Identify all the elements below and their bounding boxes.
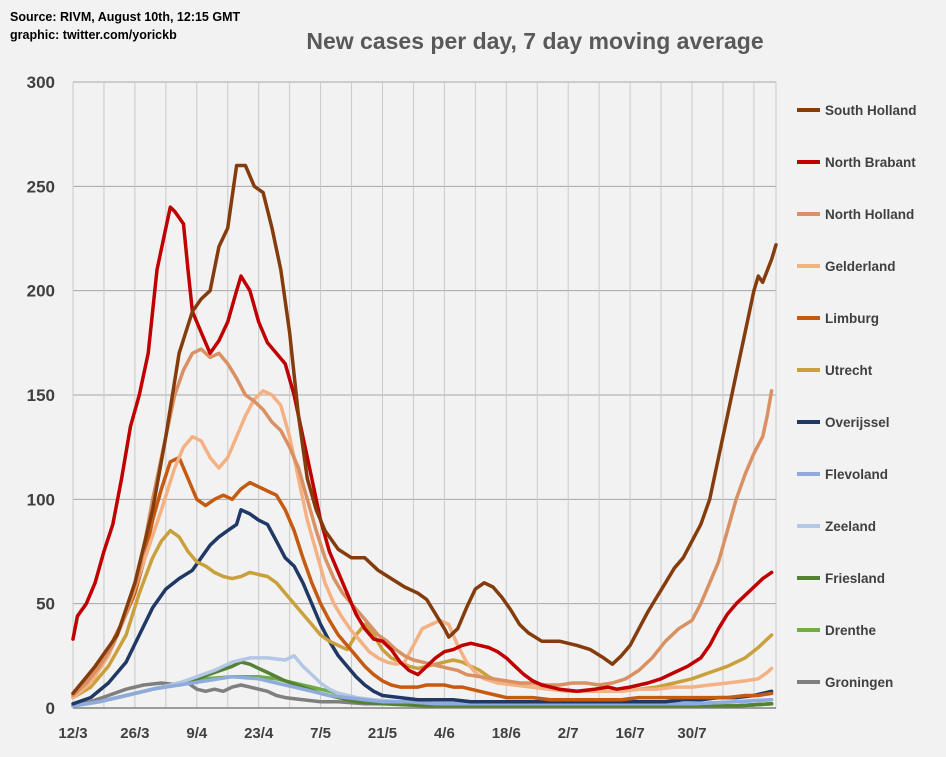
series-line-gelderland	[71, 389, 774, 700]
y-tick-label: 0	[46, 699, 55, 718]
series-line-south-holland	[71, 163, 778, 696]
legend-label: Friesland	[825, 571, 885, 586]
source-note: Source: RIVM, August 10th, 12:15 GMT gra…	[10, 8, 240, 44]
graphic-credit-line: graphic: twitter.com/yorickb	[10, 28, 177, 42]
series-line-limburg	[71, 455, 774, 702]
x-tick-label: 18/6	[492, 725, 521, 742]
x-tick-label: 7/5	[310, 725, 331, 742]
y-tick-label: 150	[27, 386, 55, 405]
series-line-north-holland	[71, 347, 774, 698]
x-axis-ticks: 12/3 26/3 9/4 23/4 7/5 21/5 4/6 18/6 2/7 16/7 30/7	[58, 725, 706, 742]
y-tick-label: 200	[27, 282, 55, 301]
legend-label: Gelderland	[825, 259, 896, 274]
legend-label: North Holland	[825, 207, 914, 222]
legend-label: South Holland	[825, 103, 917, 118]
x-tick-label: 30/7	[677, 725, 706, 742]
legend-label: Limburg	[825, 311, 879, 326]
legend-label: North Brabant	[825, 155, 916, 170]
legend: South Holland North Brabant North Holland G…	[797, 103, 917, 690]
y-tick-label: 250	[27, 177, 55, 196]
chart-title: New cases per day, 7 day moving average	[306, 28, 764, 54]
x-tick-label: 16/7	[615, 725, 644, 742]
gridlines	[72, 81, 777, 709]
y-tick-label: 100	[27, 490, 55, 509]
y-tick-label: 300	[27, 73, 55, 92]
y-axis-ticks: 0 50 100 150 200 250 300	[27, 73, 55, 718]
legend-label: Overijssel	[825, 415, 890, 430]
x-tick-label: 4/6	[434, 725, 455, 742]
series-line-flevoland	[71, 674, 774, 708]
legend-label: Flevoland	[825, 467, 888, 482]
x-tick-label: 26/3	[120, 725, 149, 742]
legend-label: Zeeland	[825, 519, 876, 534]
legend-label: Utrecht	[825, 363, 873, 378]
legend-label: Groningen	[825, 675, 893, 690]
series-line-north-brabant	[71, 205, 774, 694]
series-lines	[71, 163, 778, 708]
x-tick-label: 9/4	[186, 725, 208, 742]
x-tick-label: 23/4	[244, 725, 274, 742]
x-tick-label: 12/3	[58, 725, 87, 742]
y-tick-label: 50	[36, 595, 55, 614]
x-tick-label: 21/5	[368, 725, 397, 742]
source-line: Source: RIVM, August 10th, 12:15 GMT	[10, 10, 241, 24]
x-tick-label: 2/7	[558, 725, 579, 742]
legend-label: Drenthe	[825, 623, 876, 638]
